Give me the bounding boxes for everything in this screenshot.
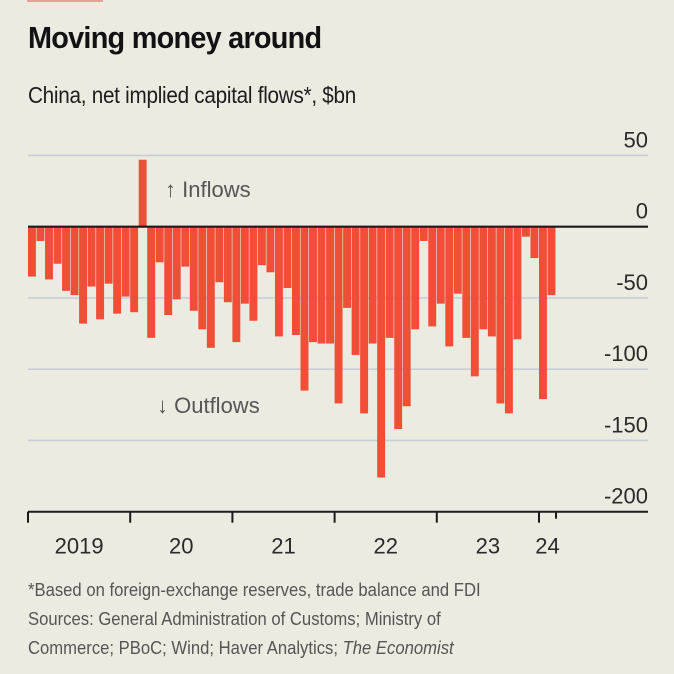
bar xyxy=(453,226,462,294)
chart-subtitle: China, net implied capital flows*, $bn xyxy=(28,82,357,108)
bar xyxy=(402,226,411,407)
y-tick-label: -200 xyxy=(604,484,648,509)
bar xyxy=(377,226,386,478)
bar xyxy=(138,159,147,227)
bar xyxy=(360,226,369,414)
bar xyxy=(232,226,241,343)
x-tick-label: 23 xyxy=(476,534,500,559)
bar xyxy=(479,226,488,330)
bar xyxy=(189,226,198,311)
bar xyxy=(394,226,403,430)
bar xyxy=(240,226,249,304)
bar xyxy=(79,226,88,324)
x-tick-label: 2019 xyxy=(55,534,104,559)
bar xyxy=(155,226,164,263)
bar xyxy=(496,226,505,404)
bar xyxy=(513,226,522,340)
y-tick-label: -100 xyxy=(604,341,648,366)
y-tick-label: -50 xyxy=(616,270,648,295)
bar xyxy=(419,226,428,241)
bar xyxy=(334,226,343,404)
bar xyxy=(487,226,496,337)
footer: *Based on foreign-exchange reserves, tra… xyxy=(28,575,481,662)
bar xyxy=(257,226,266,266)
bar xyxy=(547,226,556,296)
bar xyxy=(36,226,45,241)
y-tick-label: 0 xyxy=(636,199,648,224)
bar xyxy=(351,226,360,355)
sources-line-2: Commerce; PBoC; Wind; Haver Analytics; T… xyxy=(28,633,481,662)
bar xyxy=(53,226,62,264)
bar xyxy=(428,226,437,327)
bar xyxy=(368,226,377,344)
bar xyxy=(113,226,122,314)
inflows-annotation: ↑ Inflows xyxy=(165,177,251,202)
bar xyxy=(300,226,309,391)
bar xyxy=(181,226,190,267)
bar xyxy=(462,226,471,338)
y-axis-labels: 50 0 -50 -100 -150 -200 xyxy=(604,127,648,508)
bar xyxy=(274,226,283,337)
bar xyxy=(436,226,445,304)
category-tag xyxy=(27,0,103,2)
bar xyxy=(147,226,156,338)
bar xyxy=(249,226,258,321)
sources-line-1: Sources: General Administration of Custo… xyxy=(28,608,441,629)
bar xyxy=(70,226,79,296)
bar xyxy=(521,226,530,237)
bar xyxy=(28,226,36,277)
bar xyxy=(292,226,300,335)
bar xyxy=(326,226,334,344)
bar xyxy=(104,226,113,284)
chart-title: Moving money around xyxy=(28,20,322,55)
bar xyxy=(309,226,317,343)
x-tick-label: 24 xyxy=(535,534,559,559)
bar xyxy=(198,226,207,330)
bar xyxy=(530,226,539,259)
bar xyxy=(411,226,420,330)
y-tick-label: 50 xyxy=(624,127,648,152)
bar xyxy=(385,226,394,338)
bar xyxy=(223,226,232,303)
y-tick-label: -150 xyxy=(604,412,648,437)
bar xyxy=(539,226,547,400)
x-tick-label: 20 xyxy=(169,534,193,559)
x-tick-label: 21 xyxy=(271,534,295,559)
x-tick-label: 22 xyxy=(373,534,397,559)
bar xyxy=(96,226,105,320)
bar xyxy=(45,226,53,280)
bar xyxy=(470,226,479,377)
bar xyxy=(164,226,173,316)
bar xyxy=(206,226,215,348)
bar xyxy=(283,226,292,288)
sources-line-2-text: Commerce; PBoC; Wind; Haver Analytics; xyxy=(28,637,343,658)
bar xyxy=(317,226,326,344)
sources-publisher: The Economist xyxy=(342,637,454,658)
bar xyxy=(62,226,70,291)
bar xyxy=(343,226,352,308)
bar xyxy=(172,226,181,300)
bar xyxy=(121,226,130,297)
x-axis: 2019 20 21 22 23 24 xyxy=(27,510,648,559)
bar xyxy=(215,226,224,283)
bar xyxy=(266,226,275,273)
bar xyxy=(504,226,513,414)
bar xyxy=(130,226,139,313)
outflows-annotation: ↓ Outflows xyxy=(157,393,260,418)
footnote: *Based on foreign-exchange reserves, tra… xyxy=(28,579,481,600)
bar xyxy=(445,226,454,347)
bars xyxy=(28,159,556,478)
bar xyxy=(87,226,96,287)
